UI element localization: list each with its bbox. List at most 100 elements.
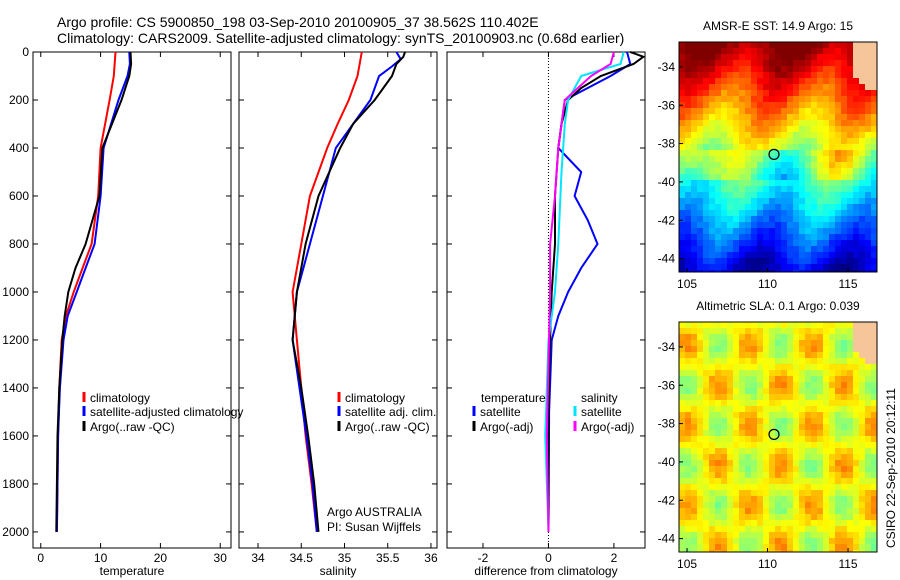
map-cell	[829, 72, 835, 78]
map-cell	[871, 96, 877, 102]
map-cell	[829, 478, 835, 484]
map-cell	[727, 406, 733, 412]
map-cell	[793, 364, 799, 370]
map-cell	[781, 538, 787, 544]
map-cell	[691, 478, 697, 484]
map-cell	[715, 234, 721, 240]
map-cell	[781, 442, 787, 448]
map-cell	[847, 514, 853, 520]
map-cell	[763, 210, 769, 216]
map-cell	[691, 406, 697, 412]
map-cell	[679, 114, 685, 120]
map-cell	[703, 340, 709, 346]
map-cell	[859, 388, 865, 394]
map-cell	[739, 252, 745, 258]
map-cell	[871, 490, 877, 496]
map-cell	[805, 466, 811, 472]
map-cell	[679, 66, 685, 72]
map-cell	[835, 138, 841, 144]
map-cell	[733, 252, 739, 258]
map-cell	[787, 90, 793, 96]
map-cell	[847, 234, 853, 240]
map-cell	[697, 418, 703, 424]
map-cell	[721, 270, 727, 272]
map-cell	[841, 78, 847, 84]
map-cell	[865, 168, 871, 174]
map-cell	[769, 48, 775, 54]
map-cell	[679, 532, 685, 538]
map-cell	[769, 252, 775, 258]
map-cell	[829, 508, 835, 514]
map-cell	[841, 502, 847, 508]
map-cell	[757, 108, 763, 114]
map-cell	[853, 496, 859, 502]
map-cell	[775, 216, 781, 222]
map-cell	[715, 358, 721, 364]
map-cell	[769, 514, 775, 520]
map-cell	[817, 358, 823, 364]
map-cell	[841, 532, 847, 538]
map-cell	[745, 484, 751, 490]
map-cell	[763, 264, 769, 270]
map-cell	[703, 400, 709, 406]
x-tick-label: 30	[214, 551, 228, 565]
map-cell	[745, 174, 751, 180]
map-cell	[829, 240, 835, 246]
map-cell	[871, 228, 877, 234]
map-cell	[781, 162, 787, 168]
map-cell	[823, 352, 829, 358]
map-cell	[679, 496, 685, 502]
map-cell	[739, 532, 745, 538]
map-cell	[829, 150, 835, 156]
map-cell	[835, 66, 841, 72]
map-cell	[775, 430, 781, 436]
map-cell	[853, 174, 859, 180]
map-cell	[817, 162, 823, 168]
map-cell	[703, 406, 709, 412]
map-cell	[805, 532, 811, 538]
map-cell	[757, 544, 763, 550]
map-cell	[811, 120, 817, 126]
map-cell	[763, 394, 769, 400]
map-cell	[805, 412, 811, 418]
map-cell	[793, 258, 799, 264]
map-cell	[829, 436, 835, 442]
map-cell	[805, 156, 811, 162]
map-cell	[793, 60, 799, 66]
map-cell	[817, 376, 823, 382]
series-line-climatology	[55, 51, 117, 532]
map-cell	[859, 42, 865, 48]
map-cell	[847, 186, 853, 192]
map-cell	[871, 78, 877, 84]
map-cell	[841, 370, 847, 376]
map-cell	[835, 340, 841, 346]
map-cell	[805, 84, 811, 90]
map-cell	[781, 90, 787, 96]
map-cell	[871, 186, 877, 192]
map-cell	[775, 508, 781, 514]
argo-location-marker	[768, 428, 780, 440]
map-cell	[859, 48, 865, 54]
map-cell	[709, 162, 715, 168]
map-cell	[721, 520, 727, 526]
map-cell	[829, 168, 835, 174]
map-cell	[769, 60, 775, 66]
map-cell	[775, 138, 781, 144]
map-cell	[751, 198, 757, 204]
map-cell	[703, 322, 709, 328]
map-cell	[793, 192, 799, 198]
map-cell	[715, 412, 721, 418]
map-cell	[799, 478, 805, 484]
map-cell	[793, 448, 799, 454]
map-cell	[697, 394, 703, 400]
map-cell	[823, 412, 829, 418]
map-cell	[697, 334, 703, 340]
map-cell	[751, 216, 757, 222]
map-cell	[853, 264, 859, 270]
map-cell	[841, 222, 847, 228]
map-cell	[691, 216, 697, 222]
map-cell	[703, 460, 709, 466]
map-cell	[757, 96, 763, 102]
map-cell	[775, 150, 781, 156]
map-cell	[709, 216, 715, 222]
